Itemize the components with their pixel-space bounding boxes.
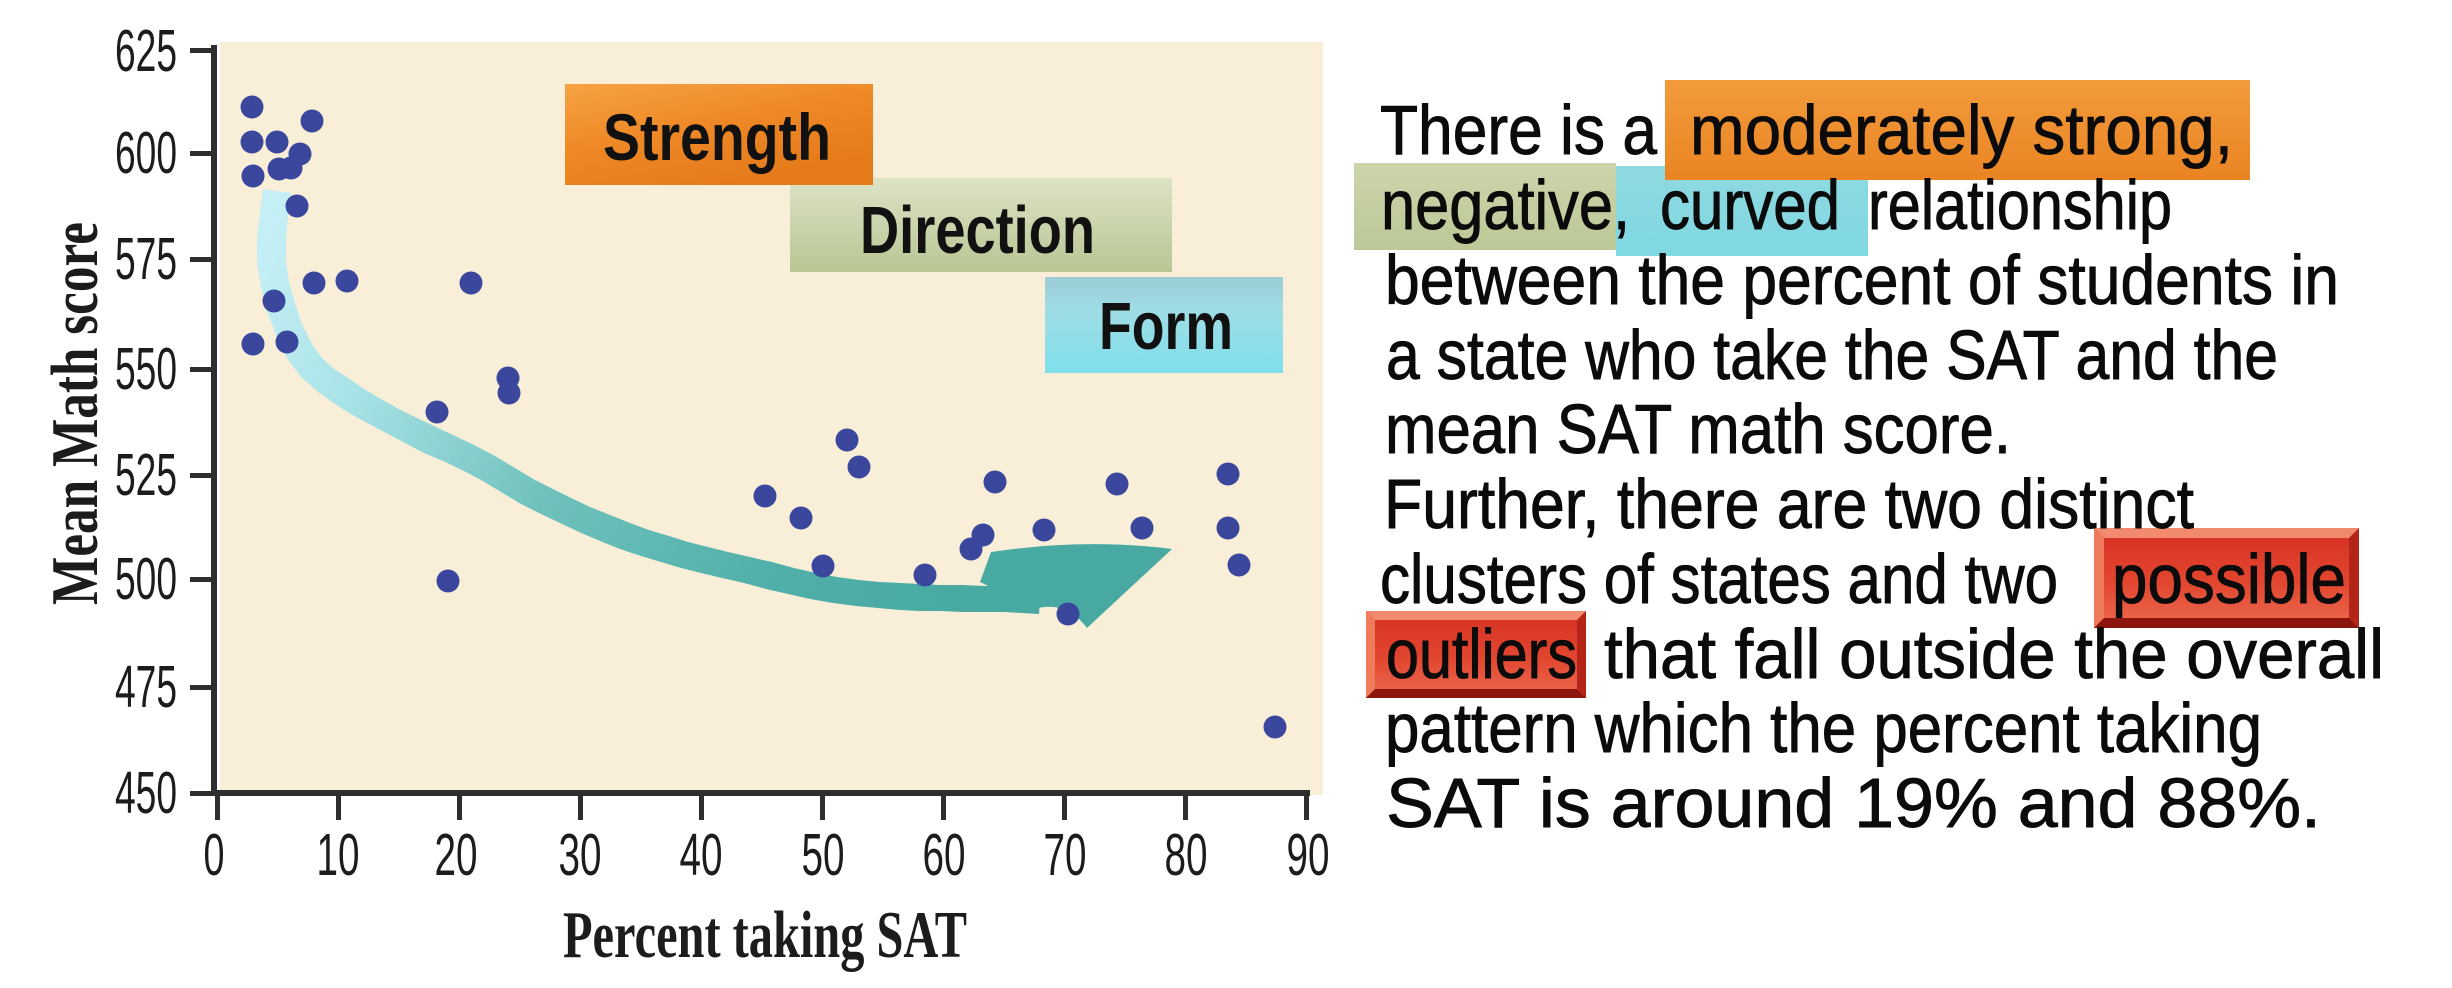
svg-text:30: 30 xyxy=(559,822,602,888)
svg-text:70: 70 xyxy=(1044,822,1087,888)
svg-text:that fall outside the overall: that fall outside the overall xyxy=(1604,615,2384,693)
svg-text:50: 50 xyxy=(802,822,845,888)
svg-text:clusters of states and two: clusters of states and two xyxy=(1380,540,2058,618)
svg-text:curved: curved xyxy=(1660,166,1840,244)
svg-text:Mean Math score: Mean Math score xyxy=(38,222,112,605)
svg-text:pattern which the percent taki: pattern which the percent taking xyxy=(1385,689,2262,767)
svg-text:525: 525 xyxy=(115,442,177,508)
svg-text:550: 550 xyxy=(115,336,177,402)
svg-text:Percent taking SAT: Percent taking SAT xyxy=(563,898,967,972)
svg-text:negative,: negative, xyxy=(1381,166,1630,244)
svg-text:20: 20 xyxy=(435,822,478,888)
svg-text:Strength: Strength xyxy=(603,100,831,174)
svg-text:10: 10 xyxy=(317,822,360,888)
svg-text:60: 60 xyxy=(923,822,966,888)
svg-text:0: 0 xyxy=(204,822,225,888)
svg-text:625: 625 xyxy=(115,18,177,84)
svg-text:between the percent of student: between the percent of students in xyxy=(1385,241,2339,319)
svg-text:a state who take the SAT and t: a state who take the SAT and the xyxy=(1386,316,2278,394)
svg-text:575: 575 xyxy=(115,226,177,292)
svg-text:40: 40 xyxy=(680,822,723,888)
svg-text:450: 450 xyxy=(115,760,177,826)
svg-text:mean SAT math score.: mean SAT math score. xyxy=(1385,390,2011,468)
svg-text:Direction: Direction xyxy=(860,193,1095,268)
svg-text:moderately strong,: moderately strong, xyxy=(1690,91,2233,169)
svg-text:Form: Form xyxy=(1099,289,1233,364)
svg-text:relationship: relationship xyxy=(1868,166,2172,244)
svg-text:475: 475 xyxy=(115,654,177,720)
svg-text:SAT is around 19% and 88%.: SAT is around 19% and 88%. xyxy=(1386,764,2321,842)
svg-text:80: 80 xyxy=(1165,822,1208,888)
svg-text:Further, there are two distinc: Further, there are two distinct xyxy=(1384,465,2194,543)
svg-text:90: 90 xyxy=(1287,822,1330,888)
svg-text:There is a: There is a xyxy=(1380,91,1657,169)
svg-text:possible: possible xyxy=(2112,540,2346,618)
svg-text:outliers: outliers xyxy=(1386,615,1577,693)
svg-text:500: 500 xyxy=(115,546,177,612)
svg-text:600: 600 xyxy=(115,120,177,186)
